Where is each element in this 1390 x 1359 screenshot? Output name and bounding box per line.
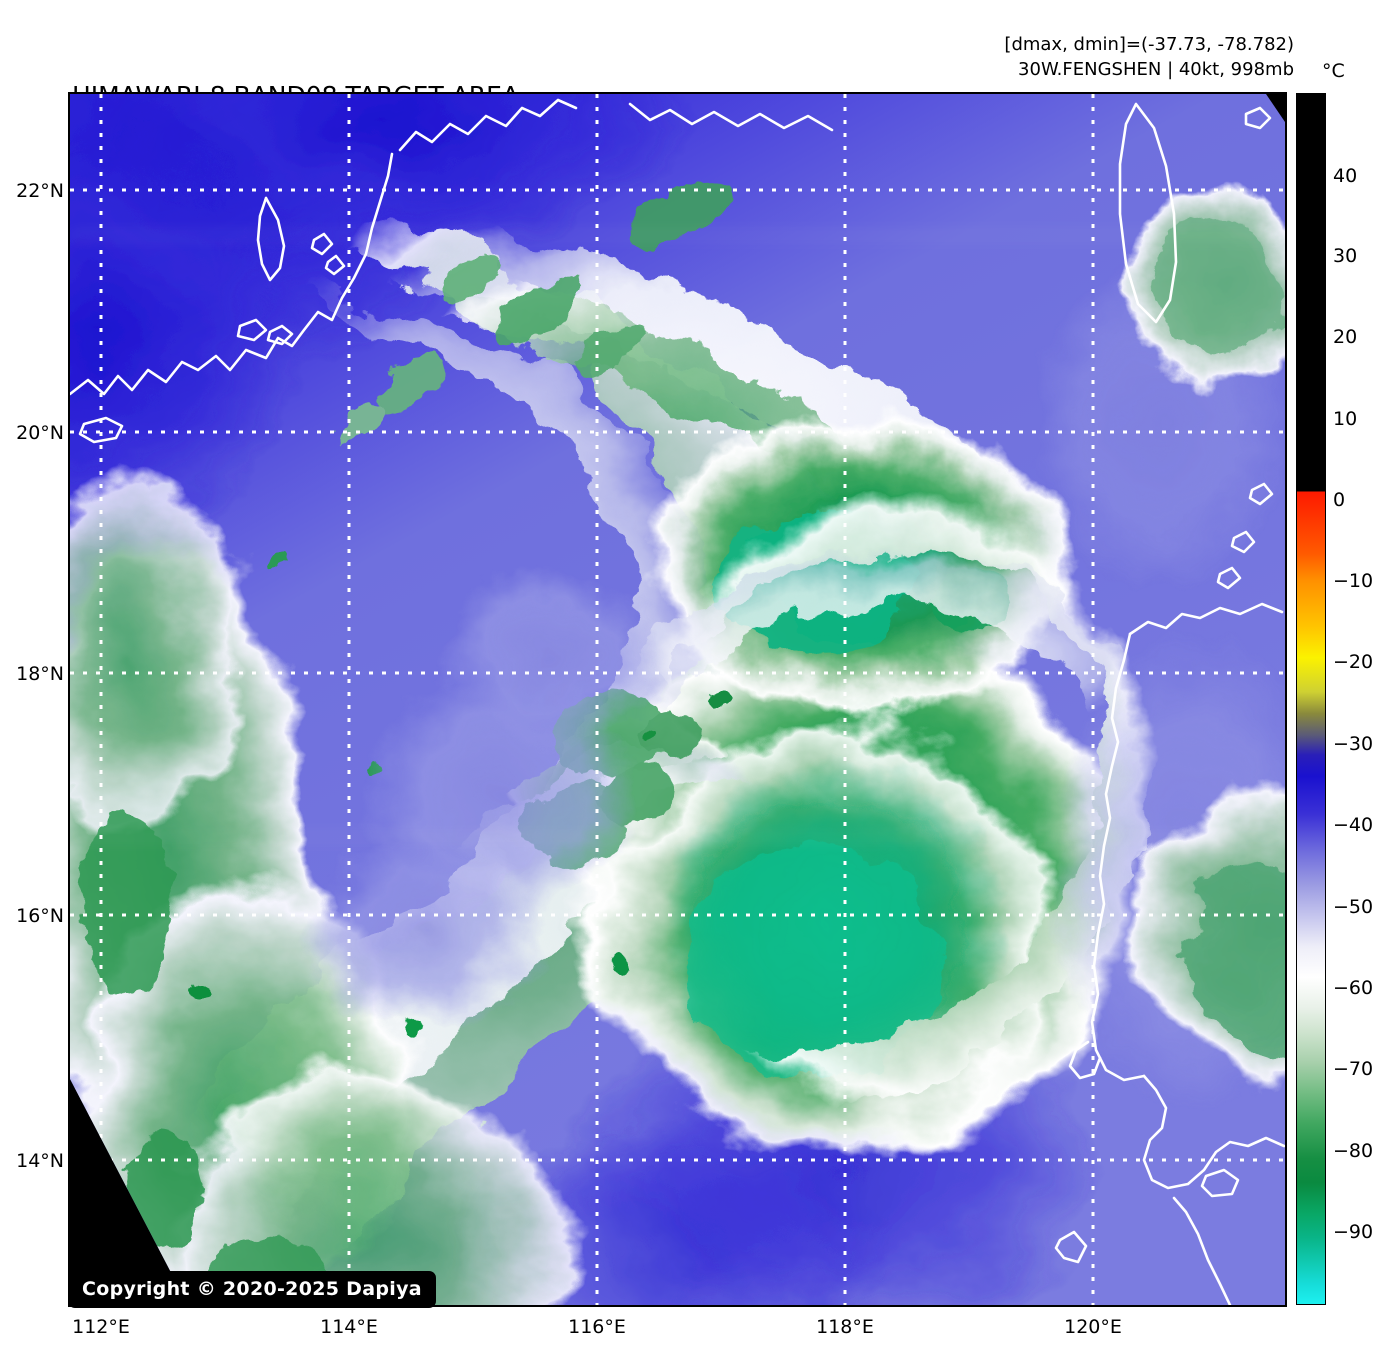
metadata-block: [dmax, dmin]=(-37.73, -78.782) 30W.FENGS… — [1004, 32, 1294, 82]
colorbar-unit-label: °C — [1322, 60, 1345, 82]
colorbar-gradient — [1297, 94, 1325, 1304]
y-tick-18n: 18°N — [16, 663, 64, 685]
temperature-colorbar — [1296, 93, 1326, 1305]
colorbar-tick-20: 20 — [1333, 326, 1358, 348]
colorbar-tick-neg90: −90 — [1333, 1221, 1374, 1243]
colorbar-tick-neg30: −30 — [1333, 733, 1374, 755]
colorbar-tick-neg70: −70 — [1333, 1058, 1374, 1080]
y-tick-16n: 16°N — [16, 905, 64, 927]
colorbar-tick-neg80: −80 — [1333, 1140, 1374, 1162]
colorbar-tick-40: 40 — [1333, 165, 1358, 187]
colorbar-tick-neg20: −20 — [1333, 651, 1374, 673]
colorbar-tick-neg60: −60 — [1333, 977, 1374, 999]
storm-info: 30W.FENGSHEN | 40kt, 998mb — [1018, 59, 1294, 80]
copyright-badge: Copyright © 2020-2025 Dapiya — [68, 1271, 436, 1308]
colorbar-tick-neg40: −40 — [1333, 814, 1374, 836]
x-tick-114e: 114°E — [320, 1316, 378, 1338]
y-tick-20n: 20°N — [16, 422, 64, 444]
colorbar-tick-10: 10 — [1333, 408, 1358, 430]
x-tick-116e: 116°E — [568, 1316, 626, 1338]
y-tick-22n: 22°N — [16, 180, 64, 202]
y-tick-14n: 14°N — [16, 1150, 64, 1172]
colorbar-tick-neg10: −10 — [1333, 570, 1374, 592]
colorbar-tick-0: 0 — [1333, 489, 1346, 511]
colorbar-tick-neg50: −50 — [1333, 896, 1374, 918]
dmax-dmin-readout: [dmax, dmin]=(-37.73, -78.782) — [1004, 34, 1294, 55]
x-tick-118e: 118°E — [816, 1316, 874, 1338]
colorbar-tick-30: 30 — [1333, 245, 1358, 267]
x-tick-112e: 112°E — [72, 1316, 130, 1338]
x-tick-120e: 120°E — [1064, 1316, 1122, 1338]
satellite-image-panel — [70, 94, 1285, 1305]
coastline-overlay — [70, 98, 1285, 1305]
